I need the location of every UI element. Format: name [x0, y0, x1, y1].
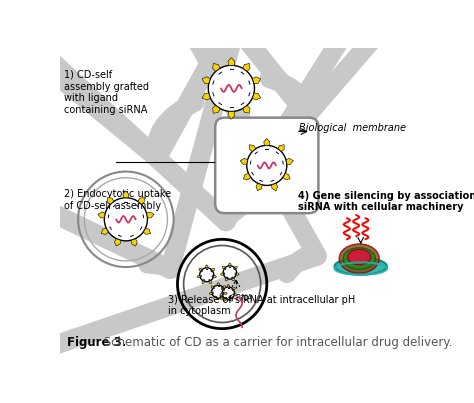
Polygon shape	[244, 173, 251, 180]
Polygon shape	[228, 58, 235, 65]
Polygon shape	[256, 183, 262, 191]
Polygon shape	[221, 288, 224, 290]
Polygon shape	[220, 273, 224, 275]
FancyArrowPatch shape	[0, 0, 315, 158]
Polygon shape	[264, 139, 270, 145]
Polygon shape	[234, 294, 237, 296]
Polygon shape	[211, 268, 215, 271]
Polygon shape	[123, 191, 129, 198]
Polygon shape	[243, 106, 250, 113]
Circle shape	[208, 65, 255, 112]
Text: Schematic of CD as a carrier for intracellular drug delivery.: Schematic of CD as a carrier for intrace…	[100, 336, 452, 349]
Circle shape	[104, 198, 147, 241]
FancyArrowPatch shape	[103, 0, 474, 115]
Polygon shape	[131, 239, 137, 246]
Text: si-RNA: si-RNA	[227, 294, 253, 303]
Circle shape	[212, 285, 225, 298]
Polygon shape	[228, 263, 231, 266]
Text: 2) Endocytotic uptake
of CD-self assembly: 2) Endocytotic uptake of CD-self assembl…	[64, 189, 171, 211]
Polygon shape	[272, 183, 278, 191]
Polygon shape	[147, 212, 154, 218]
FancyArrowPatch shape	[0, 0, 399, 222]
Polygon shape	[286, 158, 293, 164]
Polygon shape	[214, 297, 216, 300]
Ellipse shape	[335, 258, 387, 275]
Polygon shape	[224, 292, 228, 295]
Circle shape	[223, 266, 237, 279]
Polygon shape	[222, 266, 225, 269]
Polygon shape	[209, 280, 211, 284]
Polygon shape	[202, 77, 210, 84]
Polygon shape	[249, 145, 255, 152]
Text: 4) Gene silencing by association of
siRNA with cellular machinery: 4) Gene silencing by association of siRN…	[298, 191, 474, 212]
Polygon shape	[253, 77, 261, 84]
Polygon shape	[98, 212, 105, 218]
Polygon shape	[115, 239, 121, 246]
Polygon shape	[217, 283, 219, 285]
Polygon shape	[205, 265, 208, 268]
Polygon shape	[223, 286, 226, 289]
FancyArrowPatch shape	[9, 0, 317, 361]
FancyBboxPatch shape	[215, 118, 319, 213]
Polygon shape	[101, 228, 109, 235]
Polygon shape	[213, 64, 220, 71]
Polygon shape	[233, 288, 235, 290]
Ellipse shape	[339, 244, 379, 273]
Text: Biological  membrane: Biological membrane	[299, 123, 406, 133]
Polygon shape	[197, 275, 200, 278]
Polygon shape	[202, 280, 205, 284]
Polygon shape	[283, 173, 290, 180]
Polygon shape	[108, 197, 114, 204]
Polygon shape	[225, 278, 228, 281]
Polygon shape	[227, 284, 229, 287]
Polygon shape	[138, 197, 144, 204]
Text: 1) CD-self
assembly grafted
with ligand
containing siRNA: 1) CD-self assembly grafted with ligand …	[64, 70, 148, 115]
Text: 3) Release of siRNA at intracellular pH
in cytoplasm: 3) Release of siRNA at intracellular pH …	[168, 295, 356, 316]
Circle shape	[247, 145, 287, 185]
Polygon shape	[199, 268, 202, 271]
Polygon shape	[228, 112, 235, 119]
Polygon shape	[235, 266, 237, 269]
Polygon shape	[220, 297, 223, 300]
Polygon shape	[278, 145, 284, 152]
Polygon shape	[213, 106, 220, 113]
Polygon shape	[144, 228, 151, 235]
Polygon shape	[213, 275, 217, 278]
Circle shape	[222, 287, 235, 299]
Polygon shape	[211, 286, 214, 289]
Polygon shape	[232, 278, 235, 281]
Polygon shape	[240, 158, 247, 164]
Polygon shape	[230, 299, 233, 301]
Polygon shape	[236, 273, 239, 275]
Text: Figure 3.: Figure 3.	[66, 336, 126, 349]
Circle shape	[200, 268, 214, 282]
Polygon shape	[243, 64, 250, 71]
Polygon shape	[202, 93, 210, 100]
Ellipse shape	[343, 248, 375, 269]
Polygon shape	[224, 299, 227, 301]
FancyArrowPatch shape	[0, 0, 255, 269]
Polygon shape	[210, 292, 212, 295]
Ellipse shape	[347, 249, 371, 265]
Polygon shape	[219, 294, 222, 296]
Polygon shape	[253, 93, 261, 100]
